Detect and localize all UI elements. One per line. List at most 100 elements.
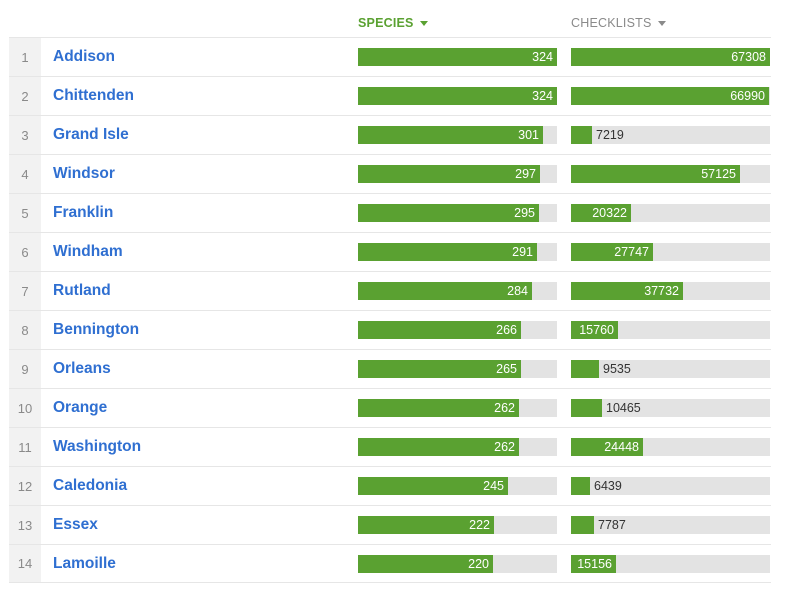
species-bar-fill [358, 48, 557, 66]
species-value: 291 [512, 245, 533, 259]
species-bar-fill [358, 360, 521, 378]
species-value: 222 [469, 518, 490, 532]
sort-species-header[interactable]: SPECIES [358, 16, 428, 30]
checklists-bar: 6439 [571, 477, 770, 495]
species-bar-fill [358, 555, 493, 573]
species-bar-fill [358, 321, 521, 339]
checklists-bar-fill [571, 204, 631, 222]
species-value: 297 [515, 167, 536, 181]
species-value: 324 [532, 89, 553, 103]
species-bar: 324 [358, 87, 557, 105]
species-bar: 265 [358, 360, 557, 378]
table-row: 13 Essex 222 7787 [9, 505, 771, 544]
row-rank: 4 [9, 155, 41, 193]
checklists-bar: 15760 [571, 321, 770, 339]
checklists-bar: 10465 [571, 399, 770, 417]
county-link[interactable]: Chittenden [53, 87, 134, 104]
county-link[interactable]: Windham [53, 243, 123, 260]
checklists-bar: 37732 [571, 282, 770, 300]
row-rank: 10 [9, 389, 41, 427]
species-bar-fill [358, 399, 519, 417]
checklists-value: 27747 [614, 245, 649, 259]
species-bar: 262 [358, 438, 557, 456]
county-link[interactable]: Lamoille [53, 554, 116, 572]
checklists-value: 7787 [598, 518, 626, 532]
row-rank: 8 [9, 311, 41, 349]
row-rank: 3 [9, 116, 41, 154]
county-link[interactable]: Caledonia [53, 477, 128, 494]
table-row: 8 Bennington 266 15760 [9, 310, 771, 349]
checklists-value: 24448 [604, 440, 639, 454]
species-header-label: SPECIES [358, 16, 414, 30]
row-rank: 1 [9, 38, 41, 76]
table-row: 3 Grand Isle 301 7219 [9, 115, 771, 154]
county-link[interactable]: Orange [53, 399, 108, 416]
checklists-bar: 57125 [571, 165, 770, 183]
species-bar-fill [358, 165, 540, 183]
species-value: 245 [483, 479, 504, 493]
checklists-bar-fill [571, 126, 592, 144]
checklists-value: 15760 [579, 323, 614, 337]
row-rank: 11 [9, 428, 41, 466]
species-bar-fill [358, 516, 494, 534]
county-link[interactable]: Orleans [53, 360, 111, 377]
species-bar: 222 [358, 516, 557, 534]
species-bar-fill [358, 126, 543, 144]
species-bar: 220 [358, 555, 557, 573]
checklists-bar: 24448 [571, 438, 770, 456]
checklists-bar-fill [571, 438, 643, 456]
table-row: 6 Windham 291 27747 [9, 232, 771, 271]
sort-checklists-header[interactable]: CHECKLISTS [571, 16, 666, 30]
checklists-value: 66990 [730, 89, 765, 103]
county-link[interactable]: Essex [53, 516, 98, 533]
county-link[interactable]: Grand Isle [53, 126, 129, 143]
checklists-bar-fill [571, 516, 594, 534]
species-value: 262 [494, 440, 515, 454]
table-row: 2 Chittenden 324 66990 [9, 76, 771, 115]
county-link[interactable]: Windsor [53, 165, 115, 182]
species-value: 301 [518, 128, 539, 142]
checklists-value: 6439 [594, 479, 622, 493]
row-rank: 7 [9, 272, 41, 310]
species-value: 220 [468, 557, 489, 571]
species-bar-fill [358, 204, 539, 222]
row-rank: 14 [9, 545, 41, 582]
county-ranking-table: 1 Addison 324 67308 2 Chittenden 324 66990 3 Gran… [9, 37, 771, 583]
species-bar-fill [358, 438, 519, 456]
checklists-bar-fill [571, 48, 770, 66]
checklists-bar: 20322 [571, 204, 770, 222]
row-rank: 12 [9, 467, 41, 505]
row-rank: 9 [9, 350, 41, 388]
table-row: 12 Caledonia 245 6439 [9, 466, 771, 505]
checklists-bar: 27747 [571, 243, 770, 261]
row-rank: 6 [9, 233, 41, 271]
species-value: 324 [532, 50, 553, 64]
table-row: 7 Rutland 284 37732 [9, 271, 771, 310]
county-link[interactable]: Addison [53, 48, 115, 65]
table-row: 4 Windsor 297 57125 [9, 154, 771, 193]
checklists-bar-fill [571, 87, 769, 105]
checklists-bar-fill [571, 555, 616, 573]
species-bar: 301 [358, 126, 557, 144]
species-bar-fill [358, 243, 537, 261]
table-row: 10 Orange 262 10465 [9, 388, 771, 427]
county-link[interactable]: Washington [53, 438, 142, 455]
checklists-bar: 7787 [571, 516, 770, 534]
species-bar: 297 [358, 165, 557, 183]
species-value: 266 [496, 323, 517, 337]
species-value: 284 [507, 284, 528, 298]
county-link[interactable]: Franklin [53, 204, 114, 221]
checklists-bar: 7219 [571, 126, 770, 144]
county-link[interactable]: Bennington [53, 321, 140, 338]
checklists-bar: 9535 [571, 360, 770, 378]
species-bar: 245 [358, 477, 557, 495]
checklists-bar-fill [571, 360, 599, 378]
checklists-bar: 15156 [571, 555, 770, 573]
checklists-header-label: CHECKLISTS [571, 16, 652, 30]
county-link[interactable]: Rutland [53, 282, 111, 299]
row-rank: 13 [9, 506, 41, 544]
checklists-value: 37732 [644, 284, 679, 298]
checklists-bar: 66990 [571, 87, 770, 105]
checklists-value: 9535 [603, 362, 631, 376]
checklists-bar-fill [571, 165, 740, 183]
